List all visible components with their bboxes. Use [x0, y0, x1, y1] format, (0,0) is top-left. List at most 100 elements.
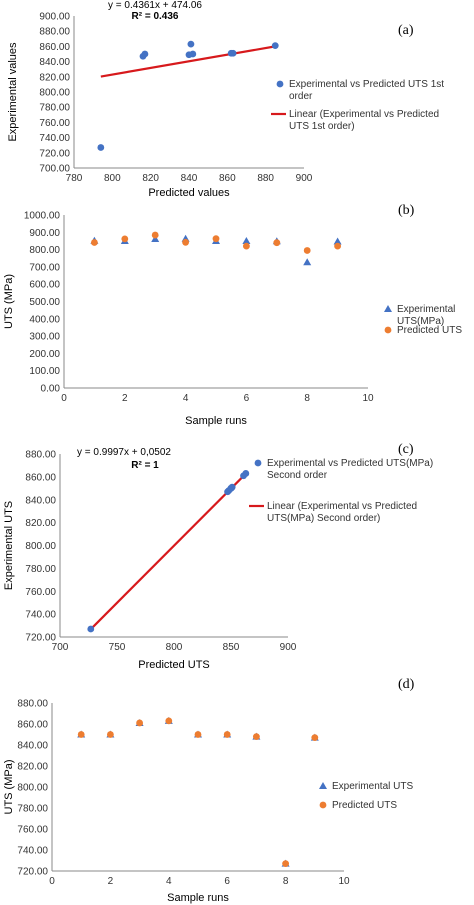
- y-tick-label: 200.00: [29, 349, 60, 360]
- predicted-marker: [91, 239, 98, 246]
- y-tick-label: 840.00: [39, 57, 70, 68]
- y-tick-label: 720.00: [39, 148, 70, 159]
- y-axis-title: UTS (MPa): [3, 760, 15, 815]
- x-tick-label: 860: [219, 173, 236, 184]
- x-tick-label: 850: [223, 642, 240, 653]
- legend-label: Experimental UTS(MPa): [397, 304, 455, 327]
- legend-label: Experimental vs Predicted UTS(MPa) Second…: [267, 458, 433, 481]
- y-tick-label: 760.00: [17, 825, 48, 836]
- x-tick-label: 750: [109, 642, 126, 653]
- y-tick-label: 780.00: [17, 804, 48, 815]
- data-point: [228, 483, 236, 491]
- y-tick-label: 760.00: [25, 587, 56, 598]
- y-tick-label: 740.00: [25, 610, 56, 621]
- y-tick-label: 100.00: [29, 366, 60, 377]
- chart-panel-1: 780 800 820 840 860 880 900 700.00 720.00 740.00 7…: [7, 0, 444, 199]
- x-tick-label: 8: [304, 393, 310, 404]
- y-tick-label: 780.00: [25, 564, 56, 575]
- x-tick-label: 4: [166, 876, 172, 887]
- predicted-marker: [223, 731, 231, 738]
- chart-panel-3: 700 750 800 850 900 720.00 740.00 760.00 780.00 8…: [3, 442, 433, 671]
- y-tick-label: 740.00: [39, 133, 70, 144]
- legend-marker-dot: [384, 326, 392, 334]
- y-tick-label: 880.00: [17, 699, 48, 710]
- predicted-marker: [311, 734, 319, 742]
- y-tick-label: 900.00: [29, 228, 60, 239]
- y-tick-label: 860.00: [39, 42, 70, 53]
- predicted-marker: [334, 242, 341, 250]
- panel-label: (d): [398, 677, 415, 692]
- y-tick-label: 820.00: [25, 518, 56, 529]
- y-axis-title: Experimental UTS: [3, 501, 15, 590]
- y-tick-label: 780.00: [39, 103, 70, 114]
- y-tick-label: 700.00: [29, 262, 60, 273]
- y-tick-label: 800.00: [17, 783, 48, 794]
- x-tick-label: 900: [280, 642, 297, 653]
- legend-label: Predicted UTS: [332, 800, 397, 811]
- x-axis-title: Sample runs: [167, 892, 229, 904]
- legend-marker-triangle: [384, 305, 392, 312]
- x-tick-label: 820: [142, 173, 159, 184]
- x-tick-label: 800: [166, 642, 183, 653]
- predicted-marker: [243, 242, 250, 250]
- panel-label: (b): [398, 203, 415, 218]
- x-tick-label: 0: [61, 393, 67, 404]
- x-axis-title: Predicted UTS: [138, 659, 210, 671]
- legend-marker-triangle: [319, 782, 327, 789]
- experimental-marker: [333, 237, 342, 245]
- y-tick-label: 880.00: [39, 27, 70, 38]
- x-tick-label: 10: [362, 393, 374, 404]
- legend-label: Experimental vs Predicted UTS 1st order: [289, 79, 444, 102]
- x-tick-label: 800: [104, 173, 121, 184]
- data-point: [242, 470, 250, 477]
- predicted-marker: [151, 231, 159, 239]
- x-axis-title: Sample runs: [185, 415, 247, 427]
- y-tick-label: 740.00: [17, 846, 48, 857]
- x-tick-label: 700: [52, 642, 69, 653]
- r-squared-label: R² = 1: [131, 460, 159, 471]
- panel-label: (c): [398, 442, 414, 457]
- x-tick-label: 8: [283, 876, 289, 887]
- legend-label: Predicted UTS: [397, 325, 462, 336]
- y-axis-title: Experimental values: [7, 42, 19, 142]
- x-tick-label: 900: [296, 173, 313, 184]
- data-point: [141, 50, 149, 58]
- legend: Experimental vs Predicted UTS(MPa) Second…: [249, 458, 433, 524]
- y-tick-label: 800.00: [29, 245, 60, 256]
- predicted-marker: [253, 733, 260, 740]
- legend-marker-dot: [319, 801, 327, 809]
- predicted-marker: [165, 717, 173, 725]
- y-tick-label: 300.00: [29, 332, 60, 343]
- chart-panel-4: 0 2 4 6 8 10 720.00 740.00 760.00 780.00 800.00 820…: [3, 677, 415, 904]
- predicted-marker: [212, 235, 220, 243]
- trendline: [90, 472, 247, 630]
- x-tick-label: 840: [181, 173, 198, 184]
- predicted-marker: [194, 731, 202, 738]
- data-point: [87, 625, 95, 633]
- data-point: [187, 40, 195, 48]
- legend: Experimental UTS(MPa)Predicted UTS: [384, 304, 462, 336]
- y-tick-label: 1000.00: [24, 211, 61, 222]
- legend-marker-dot: [254, 459, 262, 467]
- y-tick-label: 820.00: [17, 762, 48, 773]
- predicted-marker: [182, 238, 190, 246]
- x-tick-label: 780: [66, 173, 83, 184]
- y-tick-label: 880.00: [25, 450, 56, 461]
- trendline: [100, 45, 276, 78]
- panel-label: (a): [398, 23, 414, 38]
- legend-label: Linear (Experimental vs Predicted UTS 1st…: [289, 109, 439, 132]
- experimental-marker: [242, 236, 251, 244]
- regression-equation: y = 0.4361x + 474.06: [108, 0, 202, 11]
- data-point: [271, 42, 279, 50]
- x-tick-label: 2: [122, 393, 128, 404]
- experimental-marker: [151, 235, 160, 243]
- r-squared-label: R² = 0.436: [132, 11, 179, 22]
- y-tick-label: 760.00: [39, 118, 70, 129]
- x-tick-label: 4: [183, 393, 189, 404]
- data-point: [189, 50, 197, 58]
- y-tick-label: 600.00: [29, 280, 60, 291]
- predicted-marker: [77, 731, 85, 738]
- y-tick-label: 700.00: [39, 164, 70, 175]
- x-tick-label: 0: [49, 876, 55, 887]
